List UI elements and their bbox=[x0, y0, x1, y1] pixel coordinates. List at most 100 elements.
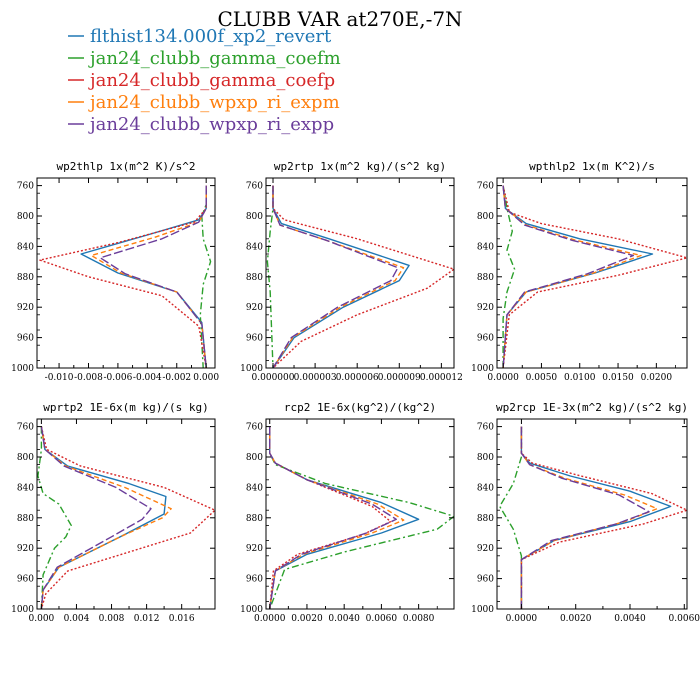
x-tick-label: 0.0050 bbox=[526, 373, 558, 383]
plot-frame bbox=[496, 418, 688, 610]
series-group bbox=[37, 426, 215, 609]
x-tick-label: -0.006 bbox=[104, 373, 133, 383]
y-tick-label: 800 bbox=[246, 453, 263, 463]
x-tick-label: 0.0020 bbox=[291, 614, 323, 624]
series-group bbox=[266, 185, 454, 368]
y-tick-label: 960 bbox=[17, 575, 34, 585]
y-tick-label: 760 bbox=[477, 182, 494, 192]
y-tick-label: 760 bbox=[246, 182, 263, 192]
legend-label: flthist134.000f_xp2_revert bbox=[90, 26, 332, 47]
panel-title: wpthlp2 1x(m K^2)/s bbox=[529, 160, 655, 173]
y-tick-label: 1000 bbox=[240, 605, 263, 615]
series-line bbox=[520, 426, 687, 609]
plot-frame bbox=[496, 177, 688, 369]
y-tick-label: 800 bbox=[17, 453, 34, 463]
series-line bbox=[272, 185, 410, 368]
y-tick-label: 840 bbox=[477, 483, 494, 493]
plot-frame bbox=[265, 177, 455, 369]
panel-title: wprtp2 1E-6x(m kg)/(s kg) bbox=[43, 401, 209, 414]
legend-item: flthist134.000f_xp2_revert bbox=[68, 26, 332, 47]
x-tick-label: 0.000 bbox=[29, 614, 55, 624]
y-tick-label: 960 bbox=[477, 334, 494, 344]
y-tick-label: 760 bbox=[17, 423, 34, 433]
y-tick-label: 880 bbox=[477, 273, 494, 283]
y-tick-label: 840 bbox=[17, 242, 34, 252]
series-line bbox=[502, 185, 642, 368]
series-line bbox=[37, 426, 72, 609]
y-tick-label: 840 bbox=[246, 242, 263, 252]
series-line bbox=[269, 426, 392, 609]
x-tick-label: -0.002 bbox=[162, 373, 191, 383]
series-line bbox=[40, 426, 172, 609]
series-line bbox=[499, 426, 523, 609]
y-tick-label: 760 bbox=[477, 423, 494, 433]
x-tick-label: -0.004 bbox=[133, 373, 162, 383]
y-tick-label: 960 bbox=[477, 575, 494, 585]
y-tick-label: 960 bbox=[17, 334, 34, 344]
y-tick-label: 800 bbox=[246, 212, 263, 222]
x-tick-label: -0.010 bbox=[45, 373, 74, 383]
x-tick-label: 0.000009 bbox=[378, 373, 421, 383]
series-line bbox=[269, 426, 397, 609]
y-tick-label: 880 bbox=[246, 273, 263, 283]
x-tick-label: 0.0040 bbox=[614, 614, 646, 624]
series-line bbox=[272, 185, 454, 368]
series-line bbox=[502, 185, 687, 368]
x-tick-label: 0.0000 bbox=[487, 373, 519, 383]
y-tick-label: 920 bbox=[477, 544, 494, 554]
x-tick-label: 0.0080 bbox=[403, 614, 435, 624]
x-tick-label: 0.012 bbox=[134, 614, 160, 624]
x-tick-label: 0.0000 bbox=[506, 614, 538, 624]
x-tick-label: 0.016 bbox=[169, 614, 195, 624]
chart-panel: wp2rcp 1E-3x(m^2 kg)/(s^2 kg)760 800 840 88… bbox=[471, 401, 700, 624]
y-tick-label: 1000 bbox=[11, 605, 34, 615]
series-line bbox=[269, 426, 454, 609]
legend-label: jan24_clubb_gamma_coefp bbox=[88, 70, 335, 91]
legend-item: jan24_clubb_wpxp_ri_expm bbox=[68, 92, 340, 113]
series-group bbox=[39, 185, 212, 368]
series-line bbox=[40, 426, 152, 609]
y-tick-label: 1000 bbox=[471, 605, 494, 615]
series-line bbox=[40, 426, 215, 609]
y-tick-label: 880 bbox=[246, 514, 263, 524]
x-tick-label: 0.0040 bbox=[328, 614, 360, 624]
series-line bbox=[90, 185, 207, 368]
series-line bbox=[199, 185, 212, 368]
y-tick-label: 920 bbox=[17, 303, 34, 313]
y-tick-label: 920 bbox=[246, 303, 263, 313]
legend-item: jan24_clubb_wpxp_ri_expp bbox=[68, 114, 334, 135]
series-group bbox=[502, 185, 687, 368]
y-tick-label: 880 bbox=[477, 514, 494, 524]
series-group bbox=[499, 426, 687, 609]
plot-frame bbox=[265, 418, 455, 610]
y-tick-label: 760 bbox=[17, 182, 34, 192]
chart-panel: wp2thlp 1x(m^2 K)/s^2 760 800 840 880 920 960 1… bbox=[11, 160, 219, 383]
series-line bbox=[520, 426, 672, 609]
x-tick-label: 0.000 bbox=[193, 373, 219, 383]
x-tick-label: 0.0020 bbox=[560, 614, 592, 624]
chart-panel: rcp2 1E-6x(kg^2)/(kg^2) 760 800 840 880 920 96… bbox=[240, 401, 455, 624]
series-line bbox=[502, 185, 635, 368]
y-tick-label: 840 bbox=[246, 483, 263, 493]
series-line bbox=[502, 185, 516, 368]
y-tick-label: 800 bbox=[477, 212, 494, 222]
panel-title: wp2thlp 1x(m^2 K)/s^2 bbox=[56, 160, 195, 173]
legend-item: jan24_clubb_gamma_coefm bbox=[68, 48, 341, 69]
x-tick-label: 0.000003 bbox=[294, 373, 337, 383]
x-tick-label: -0.008 bbox=[74, 373, 103, 383]
plot-frame bbox=[36, 177, 216, 369]
legend-label: jan24_clubb_gamma_coefm bbox=[88, 48, 341, 69]
legend-item: jan24_clubb_gamma_coefp bbox=[68, 70, 335, 91]
panel-title: rcp2 1E-6x(kg^2)/(kg^2) bbox=[284, 401, 436, 414]
series-line bbox=[99, 185, 207, 368]
x-tick-label: 0.0200 bbox=[641, 373, 673, 383]
x-tick-label: 0.0000 bbox=[254, 614, 286, 624]
series-line bbox=[272, 185, 399, 368]
figure-title: CLUBB VAR at270E,-7N bbox=[217, 7, 462, 31]
legend-label: jan24_clubb_wpxp_ri_expm bbox=[88, 92, 340, 113]
legend: flthist134.000f_xp2_revertjan24_clubb_ga… bbox=[68, 26, 341, 135]
y-tick-label: 760 bbox=[246, 423, 263, 433]
y-tick-label: 960 bbox=[246, 575, 263, 585]
series-line bbox=[269, 426, 405, 609]
